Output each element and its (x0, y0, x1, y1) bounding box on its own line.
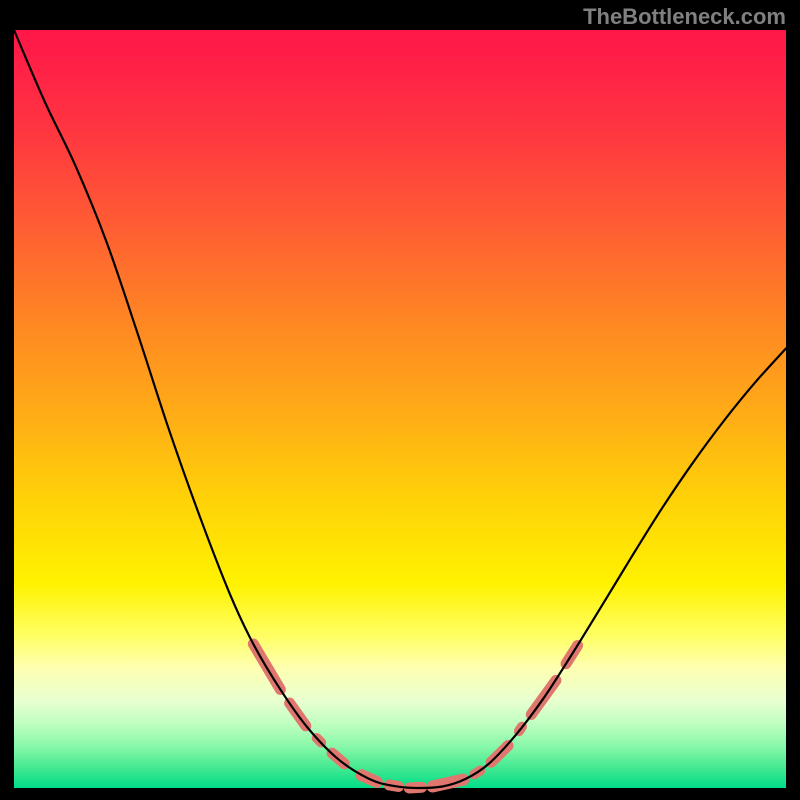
plot-background-gradient (14, 30, 786, 788)
watermark-text: TheBottleneck.com (583, 4, 786, 30)
bottleneck-chart: TheBottleneck.com (0, 0, 800, 800)
chart-canvas (0, 0, 800, 800)
